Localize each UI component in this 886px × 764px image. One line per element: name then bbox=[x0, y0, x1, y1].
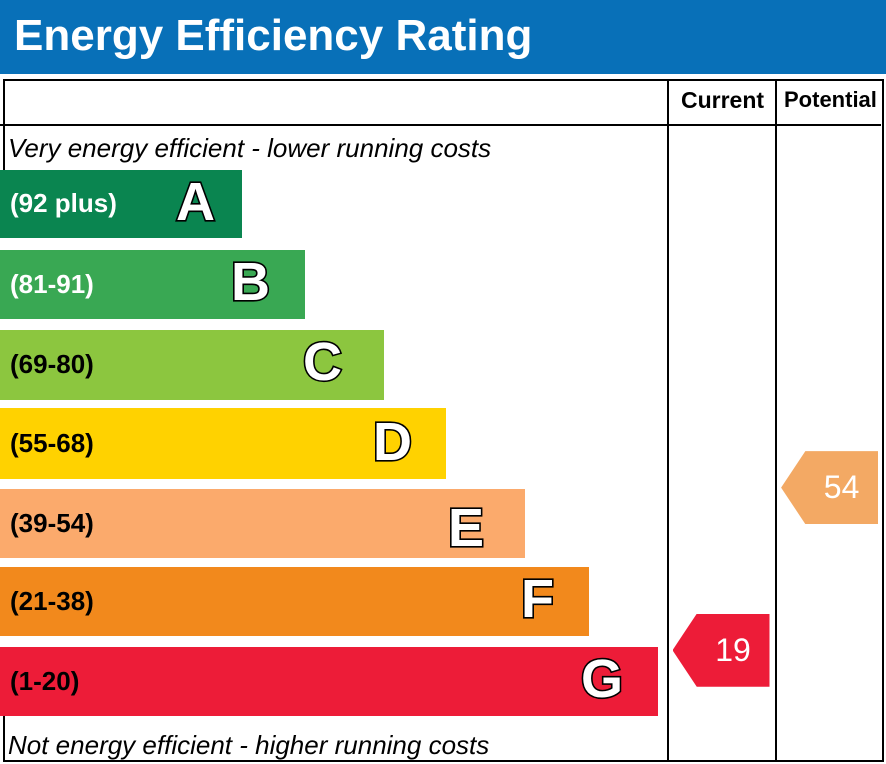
svg-text:B: B bbox=[231, 252, 270, 312]
svg-text:D: D bbox=[373, 412, 412, 472]
svg-text:E: E bbox=[448, 498, 484, 558]
svg-text:F: F bbox=[521, 569, 554, 629]
svg-text:G: G bbox=[581, 649, 623, 709]
svg-text:A: A bbox=[176, 172, 215, 232]
svg-text:C: C bbox=[303, 332, 342, 392]
